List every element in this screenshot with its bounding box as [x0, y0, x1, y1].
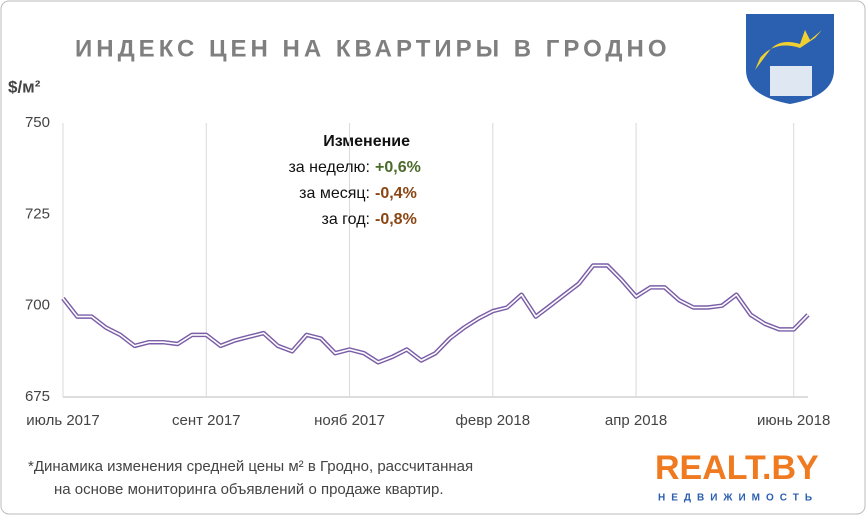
line-inner — [62, 264, 809, 364]
y-tick-label: 700 — [25, 297, 50, 314]
y-tick-label: 725 — [25, 205, 50, 222]
annotation-value: -0,8% — [375, 211, 417, 228]
annotation-value: +0,6% — [375, 159, 421, 176]
coat-of-arms — [746, 14, 834, 104]
logo-tagline: НЕДВИЖИМОСТЬ — [658, 493, 818, 504]
annotation-heading: Изменение — [323, 133, 410, 150]
y-axis-label: $/м² — [8, 77, 41, 96]
x-tick-label: июль 2017 — [26, 412, 99, 429]
x-tick-label: апр 2018 — [605, 412, 667, 429]
annotation-value: -0,4% — [375, 185, 417, 202]
x-tick-label: июнь 2018 — [757, 412, 830, 429]
x-tick-label: сент 2017 — [172, 412, 241, 429]
logo-brand: REALT.BY — [655, 449, 819, 487]
x-tick-label: нояб 2017 — [314, 412, 385, 429]
y-tick-label: 750 — [25, 114, 50, 131]
annotation-label: за год: — [322, 211, 371, 228]
x-tick-label: февр 2018 — [456, 412, 531, 429]
annotation-label: за месяц: — [299, 185, 370, 202]
footnote: на основе мониторинга объявлений о прода… — [54, 481, 444, 498]
annotation-label: за неделю: — [288, 159, 370, 176]
footnote: *Динамика изменения средней цены м² в Гр… — [28, 458, 473, 475]
y-tick-label: 675 — [25, 388, 50, 405]
chart-title: ИНДЕКС ЦЕН НА КВАРТИРЫ В ГРОДНО — [75, 35, 671, 62]
